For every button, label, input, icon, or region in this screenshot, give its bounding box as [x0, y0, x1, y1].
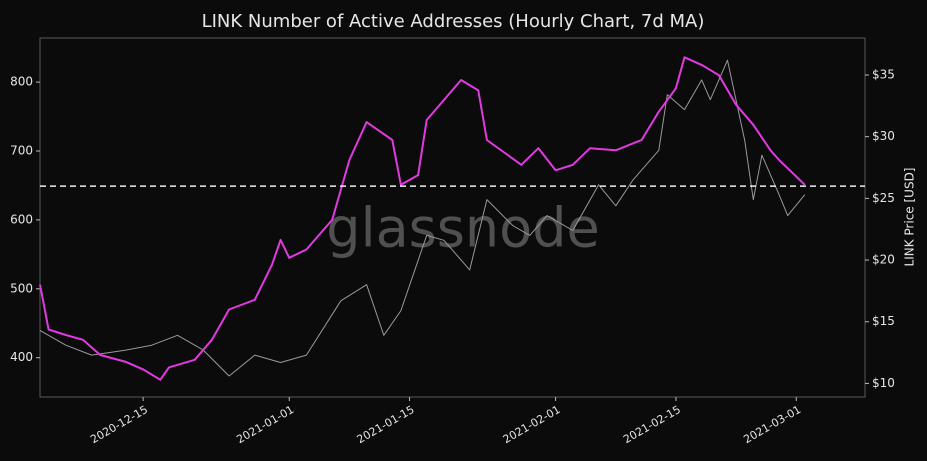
y-tick-label: 700 [10, 144, 33, 158]
chart-title: LINK Number of Active Addresses (Hourly … [202, 11, 705, 32]
y2-tick-label: $15 [872, 314, 895, 328]
y2-tick-label: $20 [872, 253, 895, 267]
y2-tick-label: $25 [872, 191, 895, 205]
y-tick-label: 600 [10, 212, 33, 226]
y-tick-label: 500 [10, 281, 33, 295]
y-tick-label: 800 [10, 75, 33, 89]
series-line [39, 59, 806, 377]
y-tick-label: 400 [10, 350, 33, 364]
watermark: glassnode [326, 197, 599, 260]
y2-tick-label: $10 [872, 376, 895, 390]
y2-axis-label: LINK Price [USD] [903, 168, 917, 267]
y2-tick-label: $35 [872, 68, 895, 82]
y2-tick-label: $30 [872, 129, 895, 143]
plot-frame [39, 37, 866, 398]
series-line [39, 56, 806, 381]
